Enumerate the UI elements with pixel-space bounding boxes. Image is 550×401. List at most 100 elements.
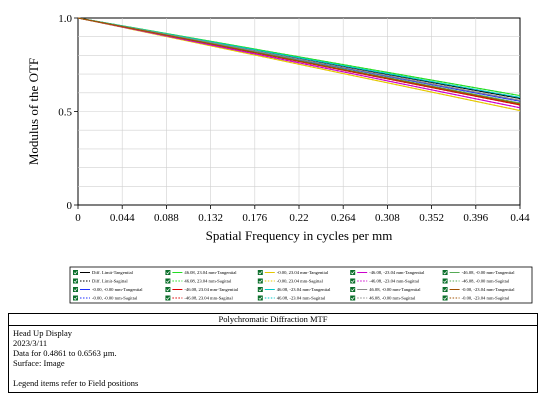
check-mark-icon — [443, 296, 448, 300]
legend-item: -46.08, -23.04 mm-Sagittal — [350, 278, 420, 285]
legend-checkbox-icon — [73, 287, 78, 292]
series-line — [77, 17, 521, 99]
x-tick-label: 0.176 — [242, 212, 267, 224]
legend-checkbox-icon — [73, 295, 78, 301]
legend-label: Diff. Limit-Sagittal — [92, 279, 128, 284]
info-surface: Surface: Image — [13, 358, 65, 368]
info-title: Polychromatic Diffraction MTF — [9, 314, 537, 326]
legend-label: -46.08, -23.04 mm-Sagittal — [369, 279, 420, 285]
legend-item: Diff. Limit-Tangential — [73, 270, 134, 275]
x-tick-label: 0.396 — [463, 212, 488, 224]
x-tick-label: 0.308 — [375, 212, 400, 224]
legend-item: 46.08, -0.00 mm-Sagittal — [350, 295, 416, 302]
legend-label: -46.08, -0.00 mm-Tangential — [462, 270, 516, 276]
check-mark-icon — [443, 279, 448, 283]
legend-label: 46.08, -23.04 mm-Sagittal — [277, 296, 326, 302]
legend-item: Diff. Limit-Sagittal — [73, 278, 128, 284]
series-line — [77, 17, 521, 101]
check-mark-icon — [258, 279, 263, 283]
y-tick-label: 0 — [67, 200, 73, 212]
check-mark-icon — [73, 279, 78, 283]
legend-checkbox-icon — [350, 270, 356, 275]
x-tick-label: 0.264 — [331, 212, 356, 224]
x-tick-label: 0.044 — [110, 212, 135, 224]
x-tick-label: 0.132 — [198, 212, 223, 224]
check-mark-icon — [258, 296, 263, 300]
check-mark-icon — [443, 288, 448, 292]
series-line — [77, 17, 521, 97]
check-mark-icon — [166, 271, 170, 275]
check-mark-icon — [166, 279, 170, 283]
series-line — [77, 17, 521, 105]
legend-item: -0.00, -0.00 mm-Tangential — [73, 287, 143, 293]
check-mark-icon — [350, 296, 355, 300]
legend-checkbox-icon — [350, 295, 356, 301]
x-tick-label: 0 — [75, 212, 81, 224]
legend-checkbox-icon — [73, 270, 78, 275]
legend-label: -0.00, -0.00 mm-Sagittal — [92, 296, 138, 302]
legend-item: -0.00, 23.04 mm-Sagittal — [257, 278, 324, 285]
check-mark-icon — [350, 271, 355, 275]
check-mark-icon — [258, 288, 263, 292]
legend-item: -0.00, 23.04 mm-Tangential — [257, 270, 329, 276]
legend-label: 46.08, 23.04 mm-Tangential — [184, 270, 237, 276]
legend-label: 46.08, -0.00 mm-Tangential — [369, 287, 421, 293]
legend-label: -0.00, 23.04 mm-Tangential — [277, 270, 329, 276]
check-mark-icon — [443, 271, 448, 275]
x-tick-label: 0.44 — [510, 212, 530, 224]
legend-checkbox-icon — [442, 270, 448, 275]
legend-item: -46.08, -0.00 mm-Tangential — [442, 270, 516, 276]
legend-checkbox-icon — [165, 270, 171, 275]
check-mark-icon — [166, 288, 170, 292]
legend-checkbox-icon — [350, 278, 356, 284]
legend-label: 46.08, 23.04 mm-Sagittal — [184, 279, 232, 285]
legend-checkbox-icon — [442, 295, 448, 301]
check-mark-icon — [350, 279, 355, 283]
legend-checkbox-icon — [257, 287, 263, 292]
y-tick-label: 0.5 — [58, 107, 72, 119]
legend-item: -46.08, -0.00 mm-Sagittal — [442, 278, 510, 285]
check-mark-icon — [350, 288, 355, 292]
legend-checkbox-icon — [73, 278, 78, 284]
check-mark-icon — [258, 271, 263, 275]
check-mark-icon — [73, 288, 78, 292]
legend-checkbox-icon — [165, 287, 171, 292]
legend-item: -0.00, -23.04 mm-Sagittal — [442, 295, 510, 302]
legend-checkbox-icon — [257, 295, 263, 301]
legend-label: -46.08, -23.04 mm-Tangential — [369, 270, 425, 276]
legend-item: 46.08, -23.04 mm-Sagittal — [257, 295, 326, 302]
legend-label: -46.08, 23.04 mm-Tangential — [184, 287, 238, 293]
legend-checkbox-icon — [350, 287, 356, 292]
legend-item: -46.08, -23.04 mm-Tangential — [350, 270, 425, 276]
x-axis-label: Spatial Frequency in cycles per mm — [206, 228, 393, 243]
legend-label: -46.08, -0.00 mm-Sagittal — [462, 279, 510, 285]
legend-item: -46.08, 23.04 mm-Sagittal — [165, 295, 233, 302]
x-tick-label: 0.22 — [289, 212, 308, 224]
check-mark-icon — [166, 296, 170, 300]
legend-item: 46.08, 23.04 mm-Sagittal — [165, 278, 232, 285]
series-line — [77, 17, 521, 109]
legend-label: Diff. Limit-Tangential — [92, 270, 134, 275]
info-wavelength-range: Data for 0.4861 to 0.6563 µm. — [13, 348, 117, 358]
legend-label: -0.00, -0.00 mm-Tangential — [92, 287, 143, 293]
info-legend-note: Legend items refer to Field positions — [13, 378, 139, 388]
info-panel: Polychromatic Diffraction MTF Head Up Di… — [8, 313, 538, 393]
legend-item: 46.08, -23.04 mm-Tangential — [257, 287, 331, 293]
legend-checkbox-icon — [257, 270, 263, 275]
legend-label: 46.08, -0.00 mm-Sagittal — [369, 296, 416, 302]
y-axis-label: Modulus of the OTF — [26, 58, 41, 165]
legend-item: 46.08, -0.00 mm-Tangential — [350, 287, 421, 293]
legend-label: -46.08, 23.04 mm-Sagittal — [184, 296, 233, 302]
legend-checkbox-icon — [442, 278, 448, 284]
legend-checkbox-icon — [442, 287, 448, 292]
legend-label: -0.00, -23.04 mm-Tangential — [462, 287, 516, 293]
legend-label: -0.00, -23.04 mm-Sagittal — [462, 296, 510, 302]
legend-item: 46.08, 23.04 mm-Tangential — [165, 270, 237, 276]
x-tick-label: 0.088 — [154, 212, 179, 224]
check-mark-icon — [73, 271, 78, 275]
y-tick-label: 1.0 — [58, 13, 72, 25]
legend-checkbox-icon — [165, 295, 171, 301]
legend-item: -0.00, -23.04 mm-Tangential — [442, 287, 516, 293]
x-tick-label: 0.352 — [419, 212, 444, 224]
